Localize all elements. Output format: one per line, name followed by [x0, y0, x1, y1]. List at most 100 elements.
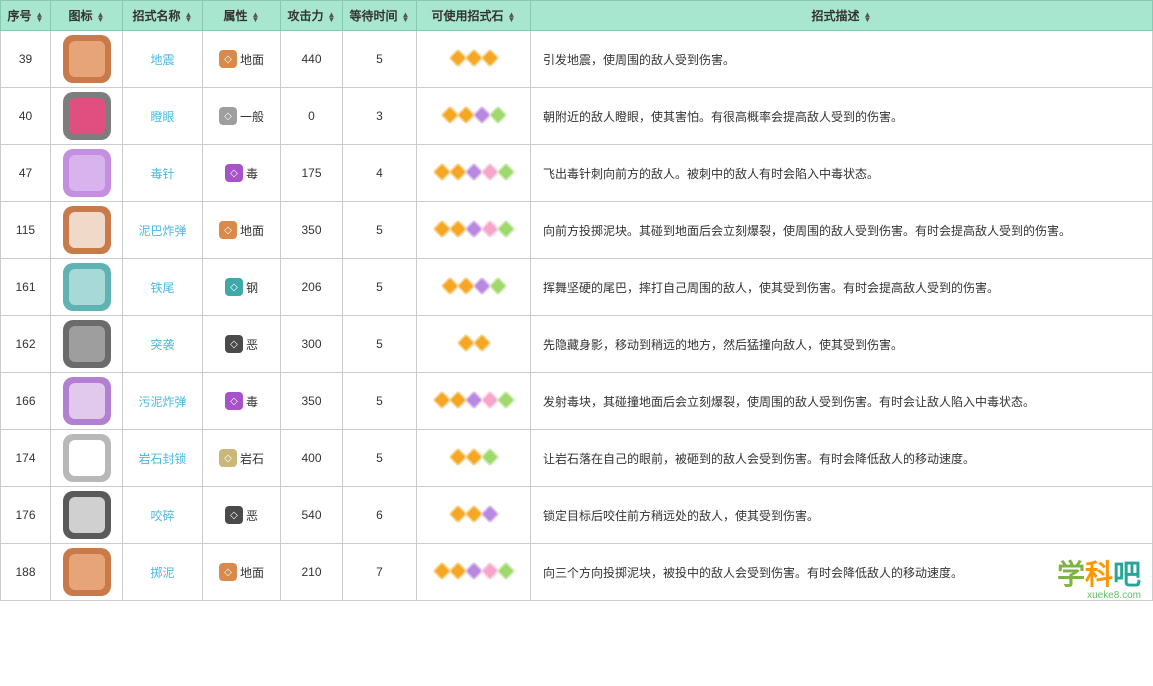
move-icon — [63, 263, 111, 311]
cell-attr: ◇地面 — [203, 544, 281, 601]
move-name-link[interactable]: 铁尾 — [150, 281, 174, 295]
cell-desc: 锁定目标后咬住前方稍远处的敌人，使其受到伤害。 — [531, 487, 1153, 544]
move-name-link[interactable]: 瞪眼 — [150, 110, 174, 124]
cell-name: 地震 — [123, 31, 203, 88]
sort-icon: ▲▼ — [864, 12, 872, 22]
cell-num: 166 — [1, 373, 51, 430]
sort-icon: ▲▼ — [97, 12, 105, 22]
move-icon — [63, 206, 111, 254]
cell-icon — [51, 88, 123, 145]
move-name-link[interactable]: 毒针 — [150, 167, 174, 181]
cell-stones — [417, 487, 531, 544]
attr-badge: ◇恶 — [225, 335, 258, 353]
move-name-link[interactable]: 突袭 — [150, 338, 174, 352]
cell-num: 176 — [1, 487, 51, 544]
col-header-label: 序号 — [8, 9, 32, 23]
sort-icon: ▲▼ — [328, 12, 336, 22]
col-header-label: 图标 — [69, 9, 93, 23]
cell-attr: ◇恶 — [203, 487, 281, 544]
stone-icon — [480, 504, 500, 524]
attr-label: 地面 — [240, 51, 264, 68]
cell-name: 泥巴炸弹 — [123, 202, 203, 259]
cell-icon — [51, 487, 123, 544]
move-icon — [63, 434, 111, 482]
cell-atk: 210 — [281, 544, 343, 601]
stone-icon — [496, 561, 516, 581]
cell-name: 瞪眼 — [123, 88, 203, 145]
move-icon — [63, 35, 111, 83]
move-icon — [63, 377, 111, 425]
cell-stones — [417, 88, 531, 145]
cell-attr: ◇地面 — [203, 202, 281, 259]
attr-type-icon: ◇ — [225, 335, 243, 353]
attr-label: 毒 — [246, 165, 258, 182]
stones-group — [435, 165, 513, 179]
move-name-link[interactable]: 污泥炸弹 — [138, 395, 186, 409]
cell-icon — [51, 316, 123, 373]
sort-icon: ▲▼ — [185, 12, 193, 22]
cell-wait: 4 — [343, 145, 417, 202]
cell-atk: 400 — [281, 430, 343, 487]
cell-icon — [51, 430, 123, 487]
stone-icon — [480, 447, 500, 467]
move-name-link[interactable]: 掷泥 — [150, 566, 174, 580]
attr-label: 毒 — [246, 393, 258, 410]
cell-num: 115 — [1, 202, 51, 259]
table-row: 40瞪眼◇一般03朝附近的敌人瞪眼，使其害怕。有很高概率会提高敌人受到的伤害。 — [1, 88, 1153, 145]
stone-icon — [472, 333, 492, 353]
col-header-label: 等待时间 — [350, 9, 398, 23]
col-header-num[interactable]: 序号▲▼ — [1, 1, 51, 31]
cell-atk: 350 — [281, 373, 343, 430]
cell-wait: 5 — [343, 31, 417, 88]
move-icon — [63, 548, 111, 596]
table-row: 115泥巴炸弹◇地面3505向前方投掷泥块。其碰到地面后会立刻爆裂，使周围的敌人… — [1, 202, 1153, 259]
cell-num: 188 — [1, 544, 51, 601]
cell-num: 39 — [1, 31, 51, 88]
cell-atk: 0 — [281, 88, 343, 145]
attr-type-icon: ◇ — [225, 392, 243, 410]
attr-badge: ◇地面 — [219, 221, 264, 239]
move-name-link[interactable]: 岩石封锁 — [138, 452, 186, 466]
cell-desc: 朝附近的敌人瞪眼，使其害怕。有很高概率会提高敌人受到的伤害。 — [531, 88, 1153, 145]
stones-group — [443, 279, 505, 293]
stones-group — [451, 450, 497, 464]
table-row: 161铁尾◇钢2065挥舞坚硬的尾巴，摔打自己周围的敌人，使其受到伤害。有时会提… — [1, 259, 1153, 316]
cell-atk: 300 — [281, 316, 343, 373]
col-header-label: 攻击力 — [288, 9, 324, 23]
col-header-wait[interactable]: 等待时间▲▼ — [343, 1, 417, 31]
stones-group — [459, 336, 489, 350]
cell-num: 47 — [1, 145, 51, 202]
cell-name: 岩石封锁 — [123, 430, 203, 487]
col-header-stones[interactable]: 可使用招式石▲▼ — [417, 1, 531, 31]
stones-group — [451, 51, 497, 65]
cell-stones — [417, 430, 531, 487]
cell-num: 174 — [1, 430, 51, 487]
col-header-name[interactable]: 招式名称▲▼ — [123, 1, 203, 31]
attr-badge: ◇一般 — [219, 107, 264, 125]
cell-num: 161 — [1, 259, 51, 316]
cell-wait: 6 — [343, 487, 417, 544]
col-header-attr[interactable]: 属性▲▼ — [203, 1, 281, 31]
col-header-icon[interactable]: 图标 ▲▼ — [51, 1, 123, 31]
table-row: 176咬碎◇恶5406锁定目标后咬住前方稍远处的敌人，使其受到伤害。 — [1, 487, 1153, 544]
move-name-link[interactable]: 地震 — [150, 53, 174, 67]
cell-icon — [51, 202, 123, 259]
col-header-atk[interactable]: 攻击力 ▲▼ — [281, 1, 343, 31]
move-icon — [63, 491, 111, 539]
cell-attr: ◇钢 — [203, 259, 281, 316]
attr-type-icon: ◇ — [225, 278, 243, 296]
stones-group — [435, 393, 513, 407]
attr-type-icon: ◇ — [225, 506, 243, 524]
stone-icon — [488, 105, 508, 125]
col-header-desc[interactable]: 招式描述▲▼ — [531, 1, 1153, 31]
attr-type-icon: ◇ — [219, 221, 237, 239]
attr-badge: ◇钢 — [225, 278, 258, 296]
cell-desc: 引发地震，使周围的敌人受到伤害。 — [531, 31, 1153, 88]
attr-label: 恶 — [246, 507, 258, 524]
stone-icon — [488, 276, 508, 296]
cell-attr: ◇恶 — [203, 316, 281, 373]
cell-atk: 540 — [281, 487, 343, 544]
move-name-link[interactable]: 泥巴炸弹 — [138, 224, 186, 238]
move-name-link[interactable]: 咬碎 — [150, 509, 174, 523]
attr-label: 恶 — [246, 336, 258, 353]
